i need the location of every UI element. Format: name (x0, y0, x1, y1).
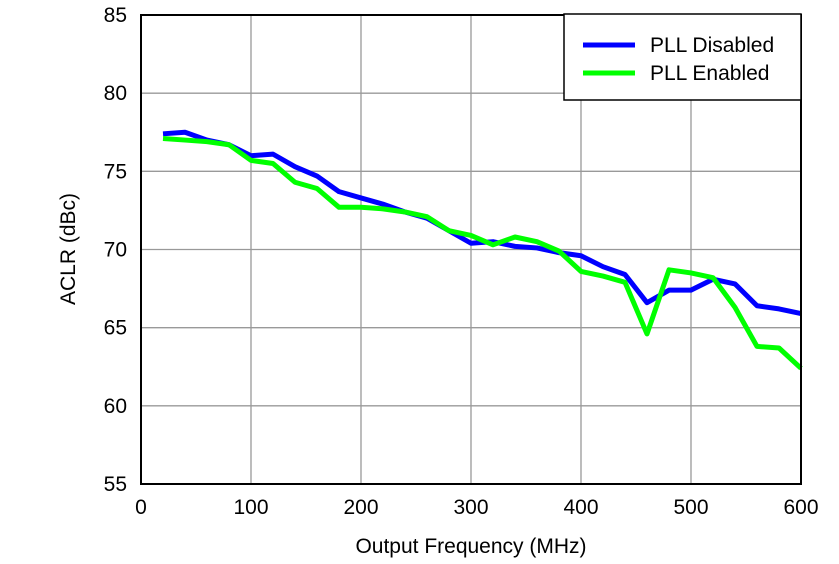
x-tick-label: 500 (673, 496, 708, 519)
x-tick-label: 0 (135, 496, 147, 519)
legend-label-pll-disabled: PLL Disabled (650, 34, 774, 57)
x-tick-label: 200 (343, 496, 378, 519)
y-tick-label: 70 (104, 239, 127, 262)
y-tick-labels: 55 60 65 70 75 80 85 (104, 4, 127, 496)
x-tick-label: 300 (453, 496, 488, 519)
x-tick-label: 600 (783, 496, 818, 519)
y-tick-label: 55 (104, 473, 127, 496)
x-axis-label: Output Frequency (MHz) (355, 535, 586, 558)
plot-frame (140, 14, 802, 485)
y-tick-label: 80 (104, 82, 127, 105)
legend-box (563, 13, 802, 101)
series-line-pll-enabled (162, 136, 803, 371)
x-tick-labels: 0 100 200 300 400 500 600 (135, 496, 818, 519)
x-tick-label: 400 (563, 496, 598, 519)
y-tick-label: 60 (104, 395, 127, 418)
legend-label-pll-enabled: PLL Enabled (650, 62, 770, 85)
x-tick-label: 100 (233, 496, 268, 519)
y-tick-label: 65 (104, 317, 127, 340)
y-tick-label: 75 (104, 160, 127, 183)
y-tick-label: 85 (104, 4, 127, 27)
legend: PLL Disabled PLL Enabled (563, 13, 802, 101)
y-axis-label: ACLR (dBc) (57, 193, 80, 305)
series-lines (162, 129, 803, 371)
